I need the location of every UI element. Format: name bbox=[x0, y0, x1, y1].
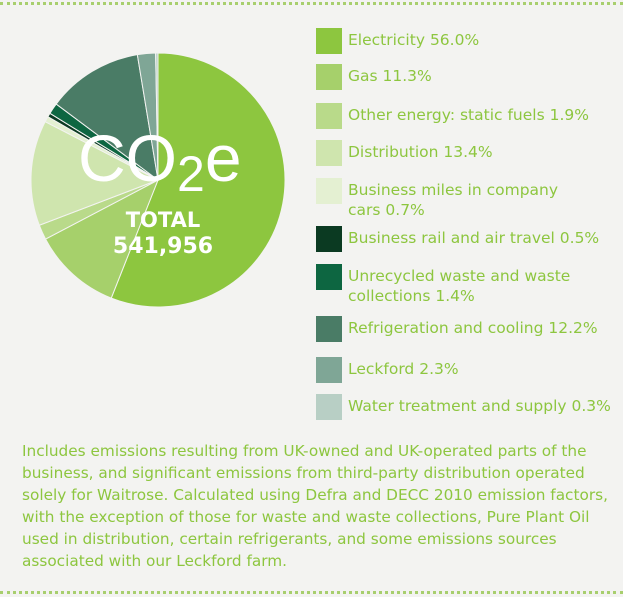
center-label: CO2e bbox=[78, 121, 242, 202]
legend-text: Business rail and air travel 0.5% bbox=[348, 228, 599, 248]
center-main: CO bbox=[78, 121, 177, 195]
pie-slice bbox=[30, 120, 160, 226]
legend-value: 11.3% bbox=[382, 67, 432, 85]
legend-value: 0.5% bbox=[559, 229, 600, 247]
top-border bbox=[0, 2, 623, 5]
legend-name: Distribution bbox=[348, 143, 439, 161]
legend-item: Unrecycled waste and waste collections 1… bbox=[316, 264, 578, 306]
legend-swatch bbox=[316, 264, 342, 290]
legend-text: Unrecycled waste and waste collections 1… bbox=[348, 266, 578, 306]
legend-name: Leckford bbox=[348, 360, 415, 378]
legend-value: 1.4% bbox=[435, 287, 475, 305]
center-sub: 2 bbox=[177, 146, 205, 202]
legend-text: Gas 11.3% bbox=[348, 66, 432, 86]
legend-text: Water treatment and supply 0.3% bbox=[348, 396, 611, 416]
legend-item: Electricity 56.0% bbox=[316, 28, 479, 54]
legend-swatch bbox=[316, 103, 342, 129]
legend-text: Business miles in company cars 0.7% bbox=[348, 180, 578, 220]
legend-name: Business miles in company cars bbox=[348, 181, 559, 219]
legend-item: Distribution 13.4% bbox=[316, 140, 493, 166]
legend-name: Gas bbox=[348, 67, 378, 85]
legend-swatch bbox=[316, 226, 342, 252]
total-label: TOTAL bbox=[126, 208, 201, 232]
legend-text: Distribution 13.4% bbox=[348, 142, 493, 162]
legend-value: 56.0% bbox=[429, 31, 480, 49]
legend-text: Refrigeration and cooling 12.2% bbox=[348, 318, 598, 338]
legend-swatch bbox=[316, 64, 342, 90]
legend-swatch bbox=[316, 394, 342, 420]
total-value: 541,956 bbox=[113, 234, 213, 259]
pie-chart: CO2e TOTAL 541,956 bbox=[30, 52, 286, 308]
legend-name: Business rail and air travel bbox=[348, 229, 555, 247]
legend-item: Water treatment and supply 0.3% bbox=[316, 394, 611, 420]
legend-swatch bbox=[316, 357, 342, 383]
legend-item: Business miles in company cars 0.7% bbox=[316, 178, 578, 220]
legend-item: Gas 11.3% bbox=[316, 64, 432, 90]
pie-slice bbox=[55, 54, 159, 182]
legend-name: Unrecycled waste and waste collections bbox=[348, 267, 571, 305]
bottom-border bbox=[0, 591, 623, 594]
pie-slice bbox=[110, 52, 286, 308]
legend-item: Other energy: static fuels 1.9% bbox=[316, 103, 589, 129]
legend-text: Leckford 2.3% bbox=[348, 359, 459, 379]
legend-value: 12.2% bbox=[548, 319, 598, 337]
legend-item: Business rail and air travel 0.5% bbox=[316, 226, 599, 252]
legend-value: 1.9% bbox=[549, 106, 589, 124]
legend-item: Leckford 2.3% bbox=[316, 357, 459, 383]
legend-value: 0.3% bbox=[571, 397, 611, 415]
legend-name: Water treatment and supply bbox=[348, 397, 567, 415]
legend-value: 13.4% bbox=[443, 143, 493, 161]
legend-swatch bbox=[316, 316, 342, 342]
legend-text: Other energy: static fuels 1.9% bbox=[348, 105, 589, 125]
legend-name: Refrigeration and cooling bbox=[348, 319, 544, 337]
legend-swatch bbox=[316, 178, 342, 204]
slices bbox=[30, 52, 286, 308]
legend-item: Refrigeration and cooling 12.2% bbox=[316, 316, 598, 342]
pie-slice bbox=[155, 52, 159, 181]
legend-value: 0.7% bbox=[385, 201, 425, 219]
legend-text: Electricity 56.0% bbox=[348, 30, 479, 50]
legend-swatch bbox=[316, 28, 342, 54]
legend-name: Electricity bbox=[348, 31, 425, 49]
legend-swatch bbox=[316, 140, 342, 166]
legend-value: 2.3% bbox=[419, 360, 459, 378]
center-suffix: e bbox=[205, 121, 242, 195]
legend-name: Other energy: static fuels bbox=[348, 106, 545, 124]
pie-slice bbox=[44, 178, 159, 299]
footnote: Includes emissions resulting from UK-own… bbox=[22, 442, 608, 570]
